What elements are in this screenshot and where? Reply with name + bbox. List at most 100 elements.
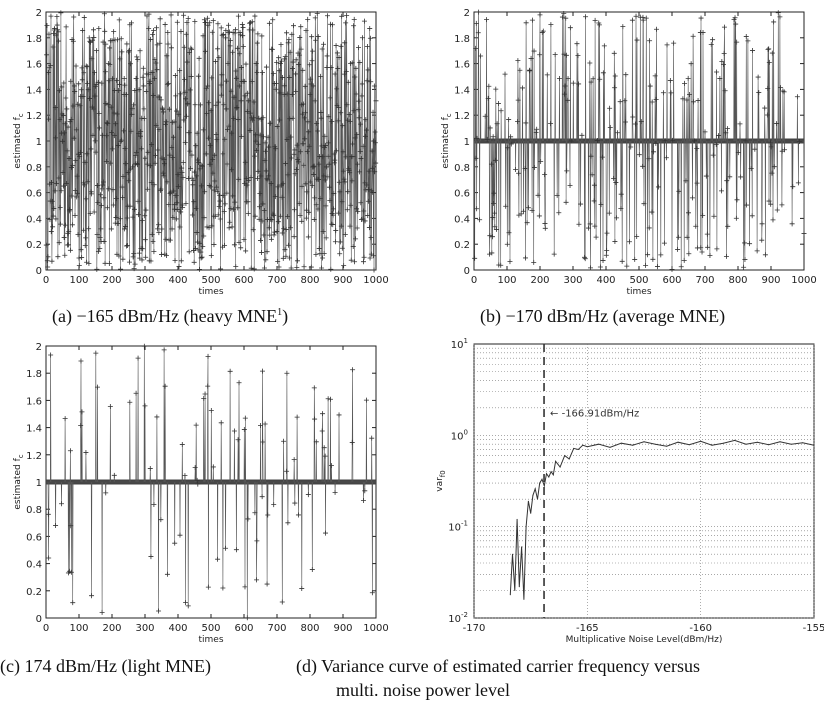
data-point-marker	[795, 180, 801, 186]
data-point-marker	[801, 231, 807, 237]
data-point-marker	[95, 200, 101, 206]
data-point-marker	[119, 49, 125, 55]
data-point-marker	[126, 178, 132, 184]
data-point-marker	[220, 585, 226, 591]
data-point-marker	[373, 98, 379, 104]
data-point-marker	[314, 120, 320, 126]
data-point-marker	[607, 124, 613, 130]
data-point-marker	[484, 17, 490, 23]
data-point-marker	[293, 167, 299, 173]
data-point-marker	[196, 159, 202, 165]
data-point-marker	[189, 46, 195, 52]
data-point-marker	[600, 257, 606, 263]
data-point-marker	[57, 88, 63, 94]
data-point-marker	[129, 164, 135, 170]
data-point-marker	[362, 218, 368, 224]
data-point-marker	[88, 146, 94, 152]
data-point-marker	[89, 191, 95, 197]
data-point-marker	[142, 403, 148, 409]
data-point-marker	[316, 176, 322, 182]
data-point-marker	[186, 130, 192, 136]
data-point-marker	[747, 241, 753, 247]
data-point-marker	[294, 265, 300, 271]
y-tick-label: 0.6	[454, 189, 470, 200]
data-point-marker	[174, 108, 180, 114]
data-point-marker	[515, 97, 521, 103]
data-point-marker	[174, 19, 180, 25]
data-point-marker	[537, 12, 543, 18]
data-point-marker	[228, 88, 234, 94]
data-point-marker	[149, 231, 155, 237]
data-point-marker	[150, 31, 156, 37]
variance-point	[548, 476, 550, 478]
data-point-marker	[363, 127, 369, 133]
data-point-marker	[125, 170, 131, 176]
data-point-marker	[334, 86, 340, 92]
x-tick-label: 100	[497, 275, 516, 286]
data-point-marker	[56, 38, 62, 44]
data-point-marker	[618, 191, 624, 197]
data-point-marker	[284, 468, 290, 474]
y-tick-label: 0.2	[26, 587, 42, 598]
data-point-marker	[108, 104, 114, 110]
series-line	[46, 12, 377, 271]
data-point-marker	[168, 12, 174, 18]
data-point-marker	[93, 350, 99, 356]
data-point-marker	[251, 115, 257, 121]
data-point-marker	[268, 236, 274, 242]
data-point-marker	[536, 213, 542, 219]
data-point-marker	[257, 204, 263, 210]
variance-point	[586, 446, 588, 448]
data-point-marker	[213, 132, 219, 138]
x-tick-label: 600	[234, 623, 253, 634]
y-tick-label: 0.8	[26, 163, 42, 174]
data-point-marker	[492, 224, 498, 230]
data-point-marker	[52, 188, 58, 194]
data-point-marker	[154, 414, 160, 420]
data-point-marker	[275, 219, 281, 225]
data-point-marker	[525, 205, 531, 211]
data-point-marker	[261, 265, 267, 271]
data-point-marker	[215, 21, 221, 27]
data-point-marker	[361, 18, 367, 24]
data-point-marker	[570, 80, 576, 86]
data-point-marker	[221, 31, 227, 37]
data-point-marker	[78, 247, 84, 253]
data-point-marker	[292, 147, 298, 153]
data-point-marker	[198, 255, 204, 261]
data-point-marker	[262, 421, 268, 427]
data-point-marker	[771, 164, 777, 170]
data-point-marker	[275, 184, 281, 190]
variance-point	[779, 441, 781, 443]
data-point-marker	[473, 45, 479, 51]
data-point-marker	[330, 206, 336, 212]
data-point-marker	[199, 254, 205, 260]
data-point-marker	[274, 59, 280, 65]
data-point-marker	[170, 155, 176, 161]
x-tick-label: 200	[530, 275, 549, 286]
data-point-marker	[235, 116, 241, 122]
data-point-marker	[96, 125, 102, 131]
data-point-marker	[531, 48, 537, 54]
data-point-marker	[111, 29, 117, 35]
data-point-marker	[298, 24, 304, 30]
data-point-marker	[337, 239, 343, 245]
data-point-marker	[254, 69, 260, 75]
data-point-marker	[357, 169, 362, 175]
data-point-marker	[141, 343, 147, 349]
data-point-marker	[298, 46, 304, 52]
data-point-marker	[485, 95, 491, 101]
data-point-marker	[100, 179, 106, 185]
x-tick-label: 1000	[363, 623, 388, 634]
variance-point	[543, 485, 545, 487]
data-point-marker	[51, 31, 57, 37]
data-point-marker	[297, 35, 303, 41]
data-point-marker	[345, 117, 351, 123]
data-point-marker	[76, 81, 82, 87]
data-point-marker	[333, 148, 339, 154]
data-point-marker	[231, 94, 237, 100]
data-point-marker	[109, 146, 115, 152]
data-point-marker	[271, 502, 277, 508]
data-point-marker	[620, 24, 626, 30]
data-point-marker	[513, 167, 519, 173]
